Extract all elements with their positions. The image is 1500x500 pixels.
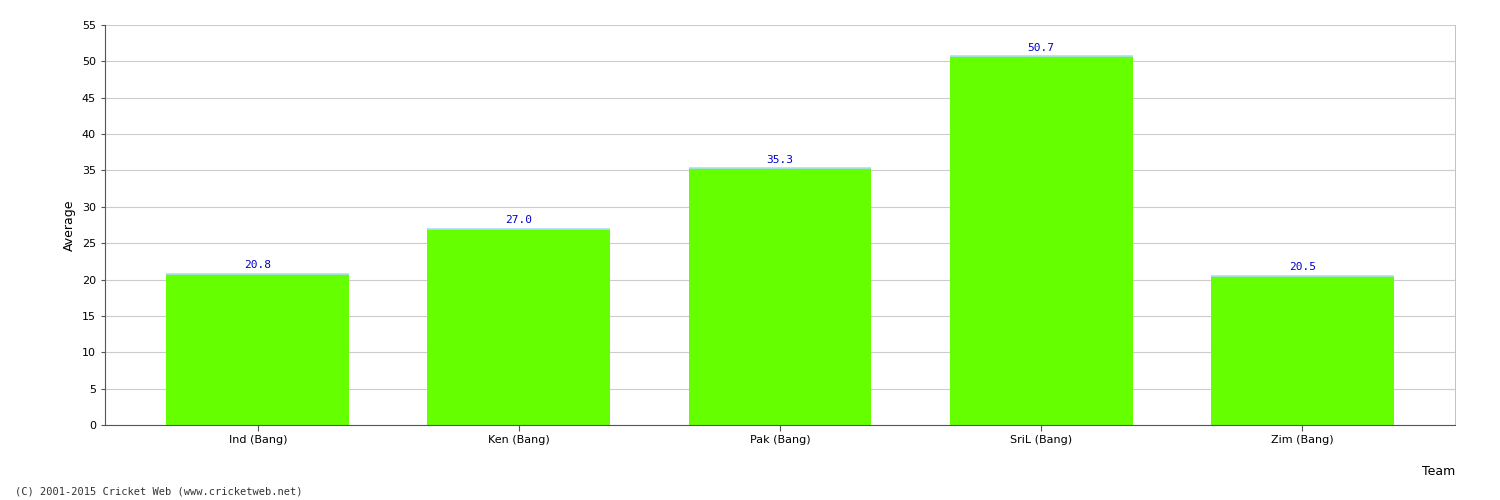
Y-axis label: Average: Average — [63, 199, 76, 251]
Text: 50.7: 50.7 — [1028, 42, 1054, 52]
Bar — [166, 274, 350, 425]
Bar — [688, 168, 871, 425]
Text: Team: Team — [1422, 465, 1455, 478]
Bar — [1210, 276, 1394, 425]
Text: 20.8: 20.8 — [244, 260, 272, 270]
Bar — [427, 228, 610, 425]
Bar — [950, 56, 1132, 425]
Text: (C) 2001-2015 Cricket Web (www.cricketweb.net): (C) 2001-2015 Cricket Web (www.cricketwe… — [15, 487, 303, 497]
Text: 27.0: 27.0 — [506, 215, 532, 225]
Text: 35.3: 35.3 — [766, 154, 794, 164]
Text: 20.5: 20.5 — [1288, 262, 1316, 272]
